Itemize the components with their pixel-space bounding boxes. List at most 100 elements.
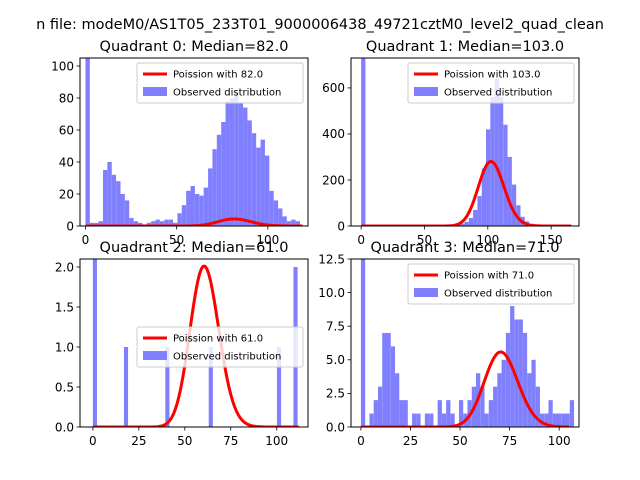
histogram-bar	[94, 222, 99, 226]
histogram-bar	[516, 205, 521, 226]
histogram-bar	[129, 218, 134, 226]
x-tick-label: 100	[476, 233, 499, 247]
histogram-bar	[278, 208, 283, 226]
poisson-curve	[360, 160, 572, 226]
axes-frame	[79, 258, 309, 428]
legend-box	[136, 62, 304, 104]
histogram-bar	[243, 107, 248, 226]
y-tick-label: 7.5	[326, 320, 345, 334]
plot-area	[360, 259, 575, 427]
histogram-bar	[212, 149, 217, 226]
y-tick-label: 0.0	[326, 420, 345, 434]
histogram-bar	[403, 400, 408, 427]
x-tick-label: 75	[223, 434, 238, 448]
legend-label: Poission with 61.0	[173, 334, 263, 345]
histogram-bar	[177, 213, 182, 226]
histogram-bar	[111, 174, 117, 226]
histogram-bar	[247, 120, 252, 226]
histogram-bar	[264, 155, 270, 226]
histogram-bar	[481, 168, 487, 226]
histogram-bar	[194, 194, 200, 226]
histogram-bar	[221, 122, 226, 226]
histogram-bar	[295, 221, 300, 226]
subplot-grid: Quadrant 0: Median=82.0 0 50 100 0 20 40 60 80 10…	[51, 39, 580, 448]
y-tick-label: 200	[322, 173, 345, 187]
histogram-bar	[565, 413, 570, 427]
legend: Poission with 103.0 Observed distribution	[407, 62, 575, 104]
histogram-bar	[488, 400, 494, 427]
histogram-bar	[511, 184, 517, 226]
legend-label: Poission with 71.0	[444, 271, 534, 282]
histogram-bar	[120, 194, 125, 226]
histogram-bar	[552, 413, 557, 427]
histogram-bar	[480, 386, 485, 427]
histogram-bar	[273, 200, 279, 226]
y-tick-label: 40	[59, 155, 74, 169]
legend-box	[136, 326, 304, 368]
histogram-bar	[416, 413, 421, 427]
histogram-bar	[369, 413, 374, 427]
histogram-bar	[531, 359, 536, 427]
histogram-bar	[477, 196, 482, 226]
histogram-bar	[390, 346, 396, 427]
histogram-bar	[291, 219, 296, 226]
legend-bar-swatch	[414, 87, 438, 96]
histogram-bar	[361, 58, 366, 226]
histogram-bar	[208, 347, 213, 427]
histogram-bar	[199, 195, 204, 226]
histogram-bar	[203, 187, 209, 226]
histogram-bar	[544, 413, 549, 427]
subplot-title: Quadrant 0: Median=82.0	[100, 39, 289, 55]
histogram-bar	[399, 400, 404, 427]
x-tick-label: 50	[169, 233, 184, 247]
histogram-bar	[360, 259, 366, 427]
subplot-title: Quadrant 2: Median=61.0	[100, 240, 289, 256]
histogram-bar	[373, 400, 378, 427]
histogram-bar	[159, 221, 165, 226]
histogram-bar	[282, 216, 287, 226]
histogram-bar	[484, 413, 489, 427]
legend-bar-swatch	[143, 351, 167, 360]
histogram-bar	[186, 190, 191, 226]
y-tick-label: 0.5	[55, 380, 74, 394]
histogram-bar	[464, 221, 469, 226]
legend-label: Observed distribution	[444, 289, 552, 300]
x-tick-label: 100	[265, 434, 288, 448]
histogram-bar	[168, 219, 174, 226]
y-tick-label: 12.5	[318, 252, 345, 266]
histogram-bar	[446, 400, 451, 427]
histogram-bar	[133, 221, 139, 226]
histogram-bar	[486, 129, 491, 226]
x-tick-label: 75	[502, 434, 517, 448]
legend: Poission with 82.0 Observed distribution	[136, 62, 304, 104]
x-tick-label: 25	[131, 434, 146, 448]
histogram-bar	[497, 373, 502, 427]
histogram-bar	[190, 186, 195, 226]
y-tick-label: 80	[59, 91, 74, 105]
legend-label: Observed distribution	[173, 352, 281, 363]
y-tick-label: 60	[59, 123, 74, 137]
y-tick-label: 2.5	[326, 387, 345, 401]
y-tick-label: 600	[322, 81, 345, 95]
figure-suptitle: n file: modeM0/AS1T05_233T01_9000006438_…	[36, 17, 604, 33]
histogram-bar	[498, 97, 504, 226]
histogram-bar	[286, 221, 292, 226]
histogram-bar	[505, 332, 511, 427]
poisson-curve	[360, 350, 570, 427]
histogram-bar	[124, 200, 130, 226]
histogram-bar	[256, 147, 261, 226]
x-tick-label: 100	[548, 434, 571, 448]
histogram-bar	[260, 139, 265, 226]
histogram-bar	[494, 78, 499, 226]
histogram-bar	[85, 58, 90, 226]
histogram-bar	[412, 413, 417, 427]
legend-label: Observed distribution	[444, 88, 552, 99]
histogram-bar	[424, 413, 430, 427]
histogram-bar	[535, 386, 540, 427]
y-tick-label: 2.0	[55, 260, 74, 274]
histogram-bar	[527, 373, 532, 427]
histogram-bar	[437, 400, 442, 427]
subplot-quadrant-1: Quadrant 1: Median=103.0 0 50 100 150 0 200 400…	[322, 39, 580, 247]
legend-label: Poission with 103.0	[444, 70, 540, 81]
x-tick-label: 50	[417, 233, 432, 247]
